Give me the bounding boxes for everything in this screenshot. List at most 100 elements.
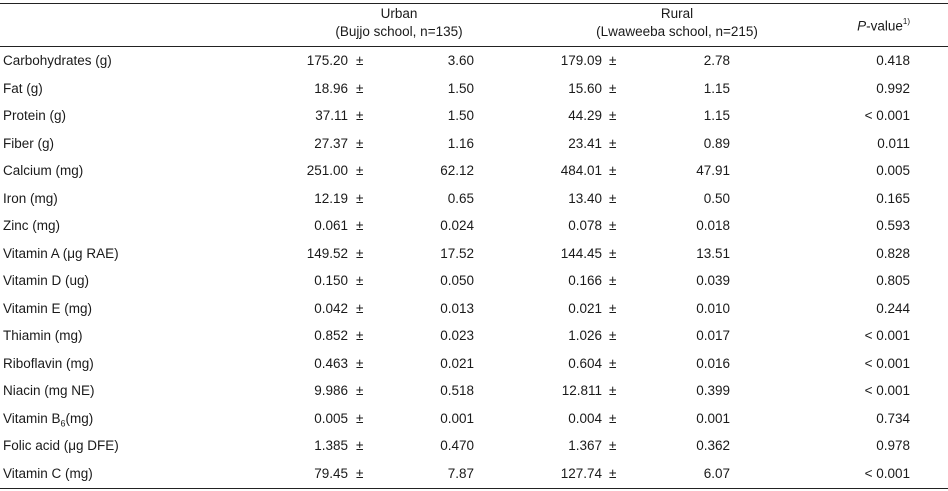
rural-mean: 484.01 <box>560 163 602 178</box>
urban-mean: 149.52 <box>306 245 348 261</box>
urban-mean: 9.986 <box>314 383 348 398</box>
urban-plus-minus: ± <box>356 53 364 68</box>
urban-mean: 0.061 <box>314 218 348 233</box>
rural-column-header: Rural (Lwaweeba school, n=215) <box>572 5 782 41</box>
table-row: Vitamin C (mg) 79.45 ±7.87 127.74 ±6.07 < 0.0… <box>0 460 948 487</box>
p-footnote-marker: 1) <box>902 17 910 26</box>
urban-plus-minus: ± <box>356 355 364 371</box>
nutrient-label-text: Vitamin C (mg) <box>3 465 93 481</box>
urban-mean: 0.852 <box>314 328 348 343</box>
urban-sd: 1.50 <box>447 80 474 96</box>
rural-mean: 44.29 <box>568 108 602 123</box>
urban-sd: 0.023 <box>440 328 474 343</box>
rural-plus-minus: ± <box>609 410 617 426</box>
p-value: < 0.001 <box>864 465 910 481</box>
urban-sd: 1.16 <box>447 135 474 151</box>
rural-plus-minus: ± <box>609 383 617 398</box>
table-bottom-rule <box>0 488 948 489</box>
rural-plus-minus: ± <box>609 135 617 151</box>
p-value: 0.978 <box>876 438 910 453</box>
urban-plus-minus: ± <box>356 328 364 343</box>
rural-plus-minus: ± <box>609 328 617 343</box>
urban-mean: 1.385 <box>314 438 348 453</box>
rural-plus-minus: ± <box>609 108 617 123</box>
nutrient-label: Niacin (mg NE) <box>3 377 95 404</box>
table-row: Fiber (g) 27.37 ±1.16 23.41 ±0.89 0.011 <box>0 130 948 157</box>
urban-mean: 37.11 <box>315 108 348 123</box>
nutrient-label-text: Riboflavin (mg) <box>3 355 94 371</box>
nutrient-label-text: Niacin (mg NE) <box>3 383 95 398</box>
rural-title: Rural <box>660 6 694 21</box>
rural-mean: 23.41 <box>568 135 602 151</box>
nutrient-label-text: Protein (g) <box>3 108 67 123</box>
rural-sd: 0.399 <box>696 383 730 398</box>
table-row: Iron (mg) 12.19 ±0.65 13.40 ±0.50 0.165 <box>0 185 948 212</box>
urban-plus-minus: ± <box>356 135 364 151</box>
urban-sd: 3.60 <box>447 53 474 68</box>
urban-plus-minus: ± <box>356 383 364 398</box>
urban-sd: 0.470 <box>440 438 474 453</box>
urban-sd: 7.87 <box>447 465 474 481</box>
rural-mean: 179.09 <box>560 53 602 68</box>
table-row: Riboflavin (mg) 0.463 ±0.021 0.604 ±0.016 < 0… <box>0 350 948 377</box>
nutrient-label: Riboflavin (mg) <box>3 350 94 377</box>
rural-plus-minus: ± <box>609 438 617 453</box>
p-value: 0.165 <box>876 190 910 206</box>
p-value: 0.828 <box>876 245 910 261</box>
rural-plus-minus: ± <box>609 300 617 316</box>
table-row: Protein (g) 37.11 ±1.50 44.29 ±1.15 < 0.001 <box>0 102 948 129</box>
nutrient-label: Calcium (mg) <box>3 157 83 184</box>
rural-sd: 1.15 <box>703 108 730 123</box>
rural-subtitle: (Lwaweeba school, n=215) <box>596 24 758 39</box>
urban-mean: 251.00 <box>306 163 348 178</box>
urban-plus-minus: ± <box>356 163 364 178</box>
nutrient-label: Vitamin E (mg) <box>3 295 92 322</box>
rural-sd: 0.018 <box>696 218 730 233</box>
rural-sd: 0.017 <box>696 328 730 343</box>
nutrient-label-text: Vitamin A (μg RAE) <box>3 245 119 261</box>
table-row: Calcium (mg) 251.00 ±62.12 484.01 ±47.91 0.00… <box>0 157 948 184</box>
rural-sd: 0.89 <box>703 135 730 151</box>
nutrient-label-text: Fiber (g) <box>3 135 55 151</box>
nutrient-label: Vitamin A (μg RAE) <box>3 240 119 267</box>
rural-sd: 0.001 <box>696 410 730 426</box>
urban-sd: 0.021 <box>440 355 474 371</box>
nutrient-label: Thiamin (mg) <box>3 322 83 349</box>
nutrient-label-subscript: 6 <box>60 418 66 429</box>
p-value: 0.011 <box>877 135 910 151</box>
rural-plus-minus: ± <box>609 465 617 481</box>
p-value: 0.992 <box>876 80 910 96</box>
urban-plus-minus: ± <box>356 218 364 233</box>
p-value: 0.593 <box>876 218 910 233</box>
table-top-rule <box>0 3 948 4</box>
urban-sd: 62.12 <box>440 163 474 178</box>
p-value-column-header: P-value1) <box>857 14 910 36</box>
table-row: Vitamin A (μg RAE) 149.52 ±17.52 144.45 ±13.… <box>0 240 948 267</box>
table-row: Vitamin B6(mg) 0.005 ±0.001 0.004 ±0.001 0.73… <box>0 405 948 432</box>
rural-mean: 0.078 <box>568 218 602 233</box>
nutrient-label-text: Iron (mg) <box>3 190 58 206</box>
rural-plus-minus: ± <box>609 355 617 371</box>
p-value: 0.805 <box>876 273 910 288</box>
nutrient-label-unit: (mg) <box>65 410 94 426</box>
rural-sd: 47.91 <box>696 163 730 178</box>
rural-mean: 0.166 <box>568 273 602 288</box>
rural-sd: 6.07 <box>703 465 730 481</box>
urban-mean: 0.463 <box>314 355 348 371</box>
urban-plus-minus: ± <box>356 300 364 316</box>
rural-mean: 0.604 <box>568 355 602 371</box>
rural-mean: 1.367 <box>568 438 602 453</box>
nutrient-label: Vitamin C (mg) <box>3 460 93 487</box>
rural-sd: 0.362 <box>696 438 730 453</box>
p-label-italic: P <box>857 18 867 34</box>
table-row: Thiamin (mg) 0.852 ±0.023 1.026 ±0.017 < 0.00… <box>0 322 948 349</box>
nutrient-label: Fat (g) <box>3 75 43 102</box>
nutrient-label: Protein (g) <box>3 102 66 129</box>
p-value: < 0.001 <box>864 383 910 398</box>
rural-mean: 144.45 <box>560 245 602 261</box>
rural-plus-minus: ± <box>609 53 617 68</box>
nutrient-label-text: Vitamin D (ug) <box>3 273 90 288</box>
table-row: Niacin (mg NE) 9.986 ±0.518 12.811 ±0.399 < 0… <box>0 377 948 404</box>
urban-mean: 175.20 <box>306 53 348 68</box>
rural-plus-minus: ± <box>609 218 617 233</box>
